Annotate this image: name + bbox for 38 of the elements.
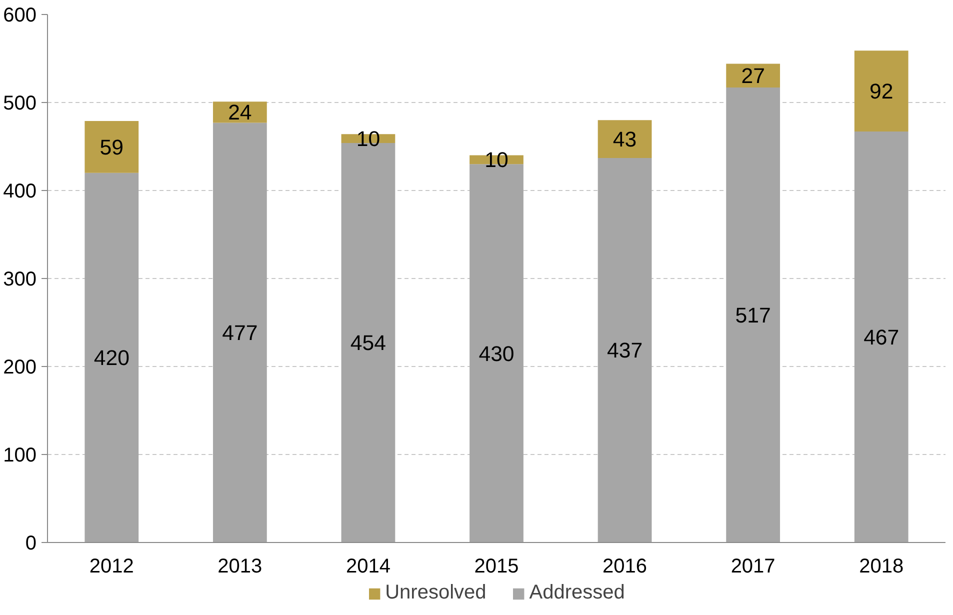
data-label: 517 (735, 304, 771, 328)
legend-label: Addressed (529, 582, 625, 604)
y-tick-label: 200 (3, 356, 37, 378)
bar (598, 158, 652, 542)
data-label: 10 (484, 148, 508, 172)
y-tick-label: 400 (3, 180, 37, 202)
y-tick-label: 500 (3, 92, 37, 114)
data-label: 477 (222, 321, 258, 346)
bar (854, 50, 908, 132)
data-label: 59 (100, 135, 124, 160)
data-label: 24 (228, 100, 252, 125)
data-label: 27 (741, 64, 765, 88)
x-tick-label: 2017 (730, 556, 776, 578)
bar (598, 120, 652, 158)
x-tick-label: 2014 (346, 556, 390, 578)
bar (854, 132, 908, 542)
data-label: 43 (612, 128, 637, 152)
data-label: 430 (478, 342, 514, 366)
bar (726, 88, 780, 542)
x-tick-label: 2012 (89, 556, 134, 578)
x-tick-label: 2016 (602, 556, 648, 578)
y-tick-label: 600 (3, 4, 37, 26)
data-label: 10 (356, 127, 380, 152)
data-label: 437 (606, 338, 643, 363)
bar (84, 120, 139, 173)
legend-label: Unresolved (385, 582, 486, 604)
x-tick-label: 2013 (218, 556, 262, 578)
bar (84, 172, 139, 542)
y-tick-label: 0 (25, 532, 36, 554)
x-tick-label: 2018 (859, 556, 904, 578)
data-label: 467 (864, 326, 900, 350)
y-tick-label: 100 (3, 444, 37, 466)
data-label: 420 (94, 346, 130, 370)
data-label: 92 (869, 80, 894, 104)
x-tick-label: 2015 (474, 556, 519, 578)
bar (212, 122, 267, 542)
y-tick-label: 300 (3, 268, 37, 290)
data-label: 454 (350, 331, 386, 356)
